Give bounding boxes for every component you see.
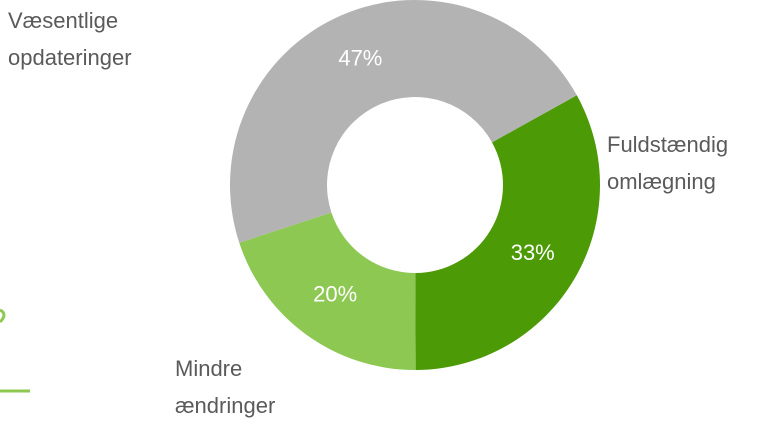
value-label: 47% <box>338 46 382 71</box>
value-label: 20% <box>313 282 357 307</box>
category-label: Mindre ændringer <box>175 356 276 418</box>
value-label: 33% <box>511 240 555 265</box>
donut-segment <box>239 212 416 370</box>
category-label: Væsentlige opdateringer <box>8 8 132 70</box>
category-label: Fuldstændig omlægning <box>607 132 729 194</box>
donut-segment <box>230 0 577 243</box>
donut-segment <box>415 95 600 370</box>
decoration <box>0 308 6 324</box>
